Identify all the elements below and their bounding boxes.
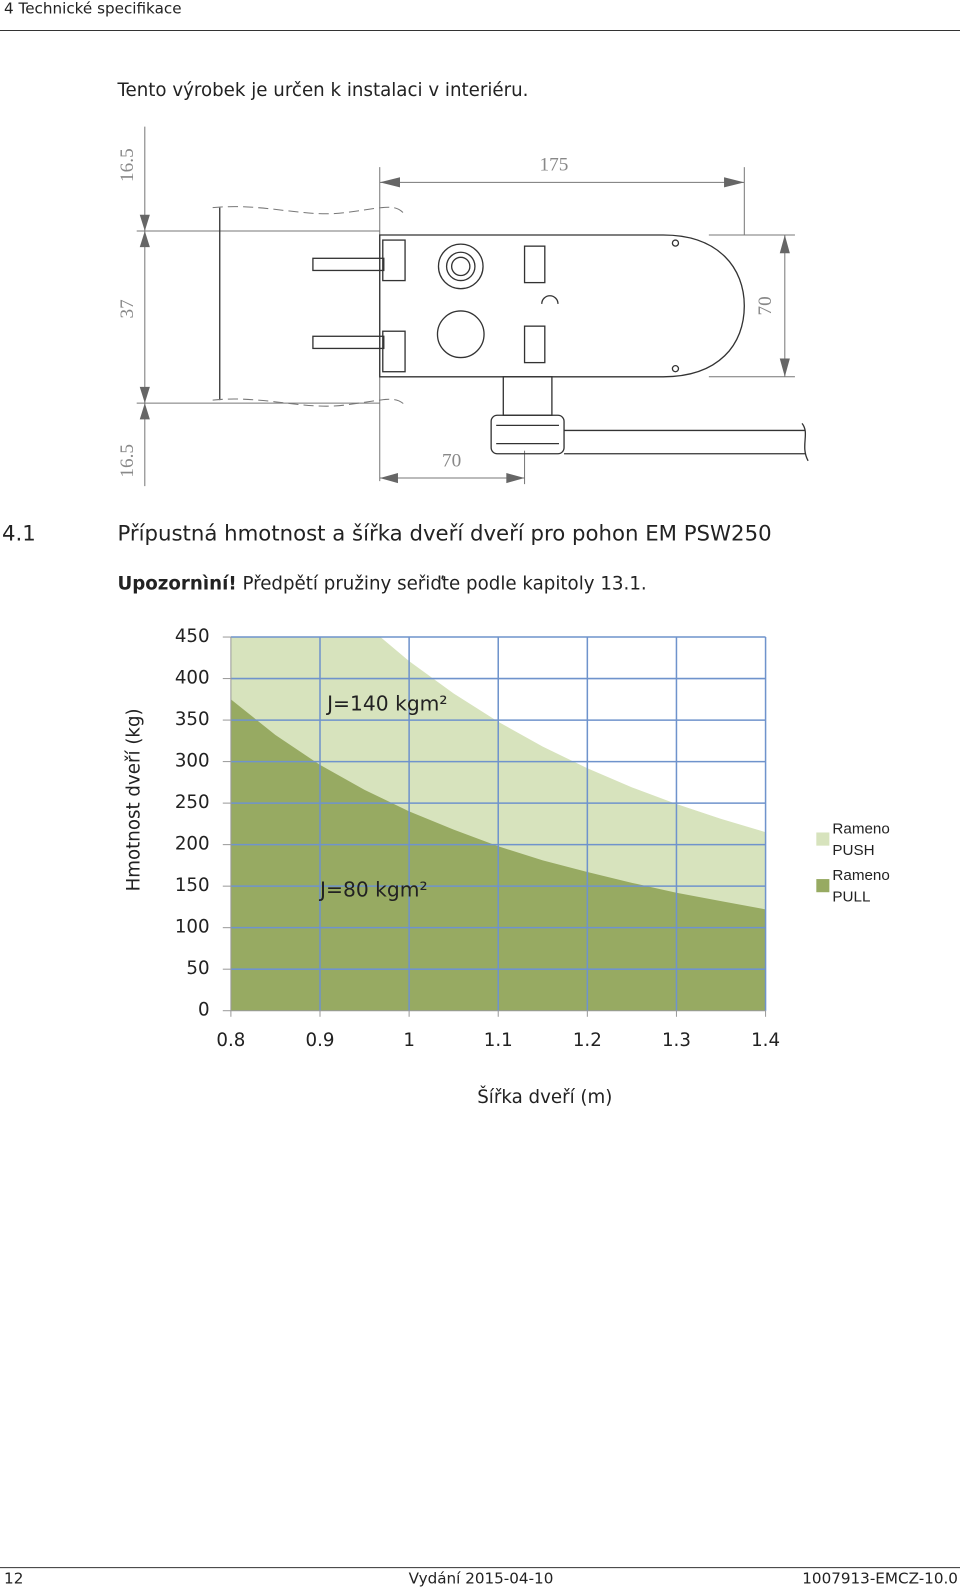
footer-page: 12 xyxy=(4,1569,23,1587)
dim-label: 175 xyxy=(539,155,568,176)
y-tick-label: 200 xyxy=(175,834,210,855)
footer-doc: 1007913-EMCZ-10.0 xyxy=(802,1569,958,1587)
chart: 0 50 100 150 200 250 300 350 400 450 0.8 0.9 1 1.1 1.2… xyxy=(124,626,917,1108)
y-axis-label: Hmotnost dveří (kg) xyxy=(124,708,145,891)
y-tick-label: 300 xyxy=(175,751,210,772)
y-tick-label: 150 xyxy=(175,875,210,896)
legend: Rameno PUSH Rameno PULL xyxy=(816,818,917,907)
dim-label: 70 xyxy=(442,450,461,471)
warning: Upozornìní! Předpětí pružiny seřiďte pod… xyxy=(117,573,646,594)
legend-label: Rameno PULL xyxy=(832,866,890,906)
y-tick-label: 250 xyxy=(175,792,210,813)
legend-swatch xyxy=(816,879,830,893)
legend-box: Rameno PUSH Rameno PULL xyxy=(816,818,917,907)
y-tick-label: 50 xyxy=(186,958,209,979)
heading-number: 4.1 xyxy=(2,522,36,547)
x-tick-label: 1.1 xyxy=(484,1030,513,1051)
legend-label: Rameno PUSH xyxy=(832,820,890,859)
intro: Tento výrobek je určen k instalaci v int… xyxy=(116,80,528,101)
x-tick-label: 1.2 xyxy=(573,1030,602,1051)
x-axis-label: Šířka dveří (m) xyxy=(477,1086,612,1108)
x-tick-label: 1.3 xyxy=(662,1030,691,1051)
annotation: J=80 kgm² xyxy=(318,878,428,902)
dim-label: 37 xyxy=(117,299,138,319)
annotation: J=140 kgm² xyxy=(325,691,447,715)
heading-text: Přípustná hmotnost a šířka dveří dveří p… xyxy=(117,522,771,547)
legend-swatch xyxy=(816,832,830,846)
y-tick-label: 100 xyxy=(175,917,210,938)
legend-item: Rameno PUSH xyxy=(816,818,917,861)
y-tick-label: 400 xyxy=(175,668,210,689)
dim-label: 70 xyxy=(755,296,776,315)
technical-drawing: 16.5 37 16.5 175 70 70 xyxy=(117,126,809,487)
dim-label: 16.5 xyxy=(117,148,138,182)
dim-label: 16.5 xyxy=(117,444,138,478)
warning-text: Předpětí pružiny seřiďte podle kapitoly … xyxy=(242,573,646,594)
y-tick-label: 450 xyxy=(175,626,210,647)
y-tick-label: 0 xyxy=(198,1000,210,1021)
header-section: 4 Technické specifikace xyxy=(4,0,182,18)
x-tick-label: 1 xyxy=(403,1030,415,1051)
x-tick-label: 0.9 xyxy=(306,1030,335,1051)
legend-item: Rameno PULL xyxy=(816,865,917,908)
x-tick-label: 0.8 xyxy=(216,1030,245,1051)
warning-label: Upozornìní! xyxy=(117,573,236,594)
x-tick-label: 1.4 xyxy=(751,1030,780,1051)
footer-issue: Vydání 2015-04-10 xyxy=(409,1569,554,1587)
y-tick-label: 350 xyxy=(175,709,210,730)
